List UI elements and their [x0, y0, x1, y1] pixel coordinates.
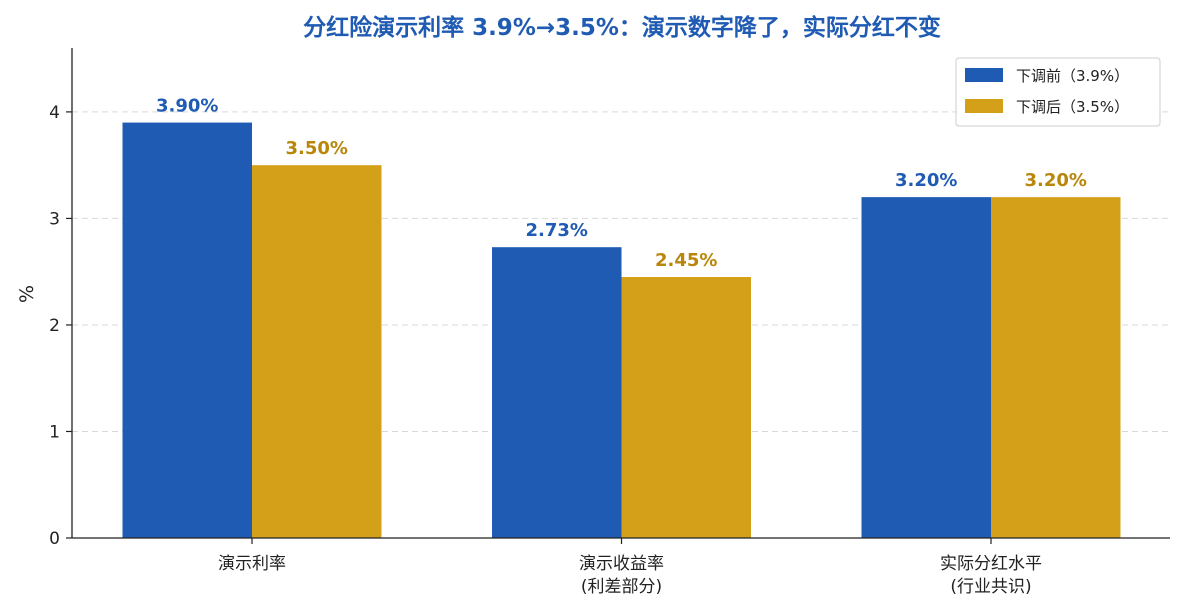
y-axis-ticks: 0 1 2 3 4: [49, 103, 72, 549]
legend-swatch: [965, 99, 1003, 113]
x-tick-label: (行业共识): [950, 577, 1031, 597]
data-label: 3.20%: [895, 170, 957, 191]
y-tick-label: 3: [49, 209, 60, 229]
x-tick-label: 实际分红水平: [940, 554, 1042, 574]
data-labels: 3.90% 3.50% 2.73% 2.45% 3.20% 3.20%: [156, 96, 1087, 271]
data-label: 3.90%: [156, 96, 218, 117]
x-axis-ticks: 演示利率 演示收益率 (利差部分) 实际分红水平 (行业共识): [218, 538, 1042, 597]
y-tick-label: 2: [49, 316, 60, 336]
legend: 下调前（3.9%） 下调后（3.5%）: [955, 57, 1161, 127]
legend-box: [955, 57, 1161, 127]
bar: [252, 165, 382, 538]
y-tick-label: 1: [49, 422, 60, 442]
y-axis-label: %: [16, 285, 38, 303]
data-label: 3.50%: [286, 138, 348, 159]
data-label: 2.45%: [655, 250, 717, 271]
legend-label: 下调后（3.5%）: [1016, 98, 1129, 116]
legend-swatch: [965, 68, 1003, 82]
data-label: 3.20%: [1025, 170, 1087, 191]
x-tick-label: 演示收益率: [579, 554, 664, 574]
bar: [861, 197, 991, 538]
x-tick-label: 演示利率: [218, 554, 286, 574]
data-label: 2.73%: [526, 220, 588, 241]
bars: [122, 122, 1121, 538]
bar: [122, 122, 252, 538]
y-tick-label: 4: [49, 103, 60, 123]
bar: [492, 247, 622, 538]
x-tick-label: (利差部分): [581, 577, 662, 597]
bar: [621, 277, 751, 538]
chart-title: 分红险演示利率 3.9%→3.5%：演示数字降了，实际分红不变: [303, 14, 941, 41]
legend-label: 下调前（3.9%）: [1016, 67, 1129, 85]
bar: [991, 197, 1121, 538]
y-tick-label: 0: [49, 529, 60, 549]
